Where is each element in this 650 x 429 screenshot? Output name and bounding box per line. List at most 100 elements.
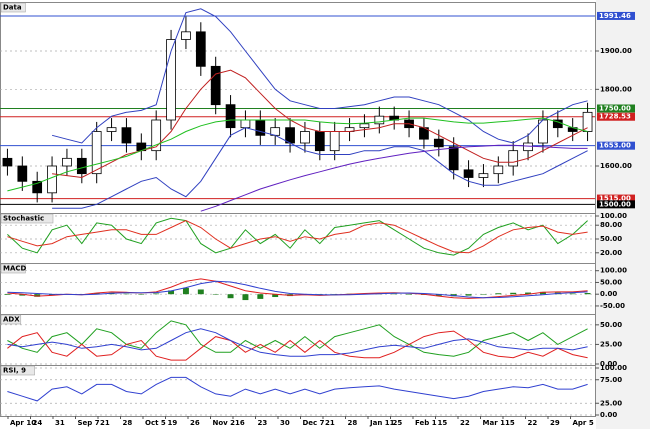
x-tick-label: 16 (235, 419, 245, 427)
x-tick-label: 15 (438, 419, 448, 427)
x-tick-label: 28 (348, 419, 358, 427)
histogram-bar (4, 294, 11, 295)
candle-body (151, 119, 162, 152)
candle-body (195, 31, 206, 67)
candle-body (2, 157, 13, 167)
histogram-bar (465, 294, 472, 296)
candle-body (374, 115, 385, 125)
y-tick-label: 1900.00 (600, 47, 632, 55)
histogram-bar (525, 292, 532, 295)
x-tick-label: 25 (393, 419, 403, 427)
x-tick-label: Dec 7 (303, 419, 325, 427)
histogram-bar (227, 294, 234, 299)
panel-title: Data (3, 4, 22, 12)
candle-body (62, 157, 72, 167)
histogram-bar (242, 294, 249, 301)
histogram-bar (123, 293, 130, 295)
level-label: 1653.00 (599, 142, 631, 150)
x-tick-label: 31 (55, 419, 65, 427)
histogram-bar (197, 289, 204, 295)
histogram-bar (153, 293, 160, 295)
candle-body (285, 127, 295, 144)
candle-body (478, 173, 489, 178)
series-line (7, 320, 588, 357)
level-label: 1991.46 (599, 12, 631, 20)
level-tag (597, 194, 635, 203)
level-tag (597, 104, 635, 113)
level-tag (597, 112, 635, 121)
panel-title: ADX (3, 316, 20, 324)
series-line (200, 144, 588, 212)
y-tick-label: 0.00 (600, 411, 617, 419)
candle-body (47, 165, 57, 194)
histogram-bar (182, 287, 189, 295)
panel-title-box (0, 263, 26, 274)
histogram-bar (257, 294, 264, 299)
x-tick-label: 23 (258, 419, 268, 427)
y-tick-label: 100.00 (600, 267, 627, 275)
y-tick-label: 50.00 (600, 278, 622, 286)
x-tick-label: Mar 1 (483, 419, 506, 427)
level-tag (597, 11, 635, 20)
x-tick-label: 28 (123, 419, 133, 427)
candle-body (210, 65, 221, 106)
level-label: 1515.00 (599, 195, 631, 203)
y-tick-label: 20.00 (600, 249, 622, 257)
panel-title: Stochastic (3, 215, 44, 223)
x-tick-label: Feb 1 (415, 419, 437, 427)
candle-body (91, 131, 102, 175)
y-tick-label: 100.00 (600, 212, 627, 220)
histogram-bar (49, 294, 56, 296)
x-tick-label: 21 (100, 419, 110, 427)
panel-title-box (0, 213, 54, 224)
candle-body (359, 123, 370, 129)
histogram-bar (510, 292, 517, 295)
y-tick-label: 0.00 (600, 290, 617, 298)
histogram-bar (584, 293, 591, 295)
panel-title-box (0, 365, 35, 376)
y-tick-label: -50.00 (600, 302, 625, 310)
series-line (7, 117, 588, 192)
candle-body (240, 119, 251, 129)
series-line (51, 8, 588, 144)
y-tick-label: 50.00 (600, 235, 622, 243)
candle-body (582, 111, 593, 132)
panel-title: RSI, 9 (3, 367, 26, 375)
x-tick-label: Nov 2 (213, 419, 236, 427)
x-tick-label: Sep 7 (78, 419, 100, 427)
x-tick-label: 19 (168, 419, 178, 427)
panel-title-box (0, 2, 26, 13)
histogram-bar (480, 294, 487, 295)
candle-body (76, 157, 87, 175)
histogram-bar (168, 290, 175, 295)
x-tick-label: 24 (33, 419, 43, 427)
x-tick-label: Apr 5 (573, 419, 594, 427)
x-tick-label: 15 (505, 419, 515, 427)
candle-body (523, 142, 533, 152)
candle-body (314, 131, 325, 152)
candle-body (106, 127, 117, 132)
candle-body (329, 131, 340, 152)
histogram-bar (495, 293, 502, 295)
candle-body (300, 131, 310, 144)
candle-body (255, 119, 266, 136)
candle-body (225, 104, 236, 129)
histogram-bar (435, 294, 442, 296)
y-tick-label: 25.00 (600, 340, 622, 348)
histogram-bar (272, 294, 279, 298)
x-tick-label: 21 (325, 419, 335, 427)
candle-body (508, 150, 519, 167)
y-tick-label: 75.00 (600, 376, 622, 384)
histogram-bar (34, 294, 41, 297)
histogram-bar (138, 294, 145, 295)
histogram-bar (539, 291, 546, 295)
x-tick-label: 22 (460, 419, 470, 427)
histogram-bar (212, 294, 219, 295)
candle-body (433, 138, 444, 148)
candle-body (32, 180, 43, 194)
histogram-bar (569, 293, 576, 295)
candle-body (493, 165, 504, 175)
y-tick-label: 0.00 (600, 360, 617, 368)
